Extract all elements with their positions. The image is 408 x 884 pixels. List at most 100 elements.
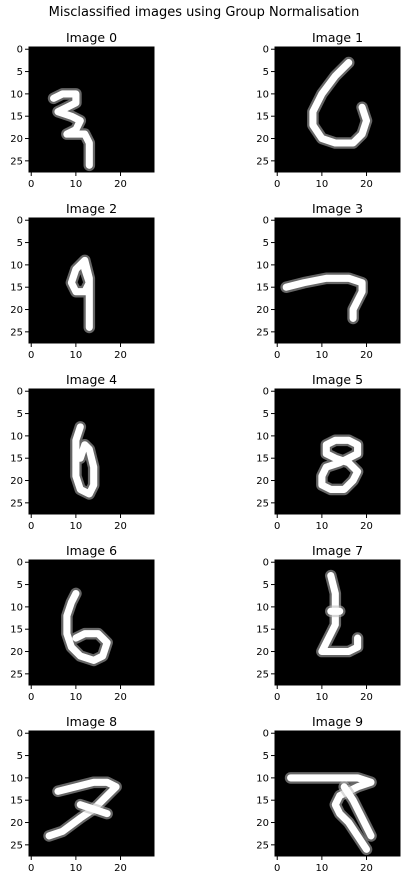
y-tick-label: 25: [10, 840, 23, 851]
x-tick-label: 20: [114, 692, 127, 703]
x-tick-label: 10: [316, 692, 329, 703]
y-tick-label: 15: [256, 454, 269, 465]
y-tick-label: 25: [256, 156, 269, 167]
y-tick-label: 20: [10, 647, 23, 658]
digit-stroke: [318, 436, 362, 493]
panel-9: Image 9 0 10 20 0 5 10 15 20 25: [256, 714, 401, 874]
y-tick-label: 20: [256, 818, 269, 829]
digit-stroke: [45, 778, 120, 840]
x-tick-label: 0: [28, 692, 34, 703]
y-tick-label: 5: [17, 751, 23, 762]
y-tick-label: 25: [256, 840, 269, 851]
y-tick-label: 0: [263, 45, 269, 56]
y-tick-label: 25: [256, 498, 269, 509]
y-tick-label: 5: [263, 580, 269, 591]
axes-frame: [28, 388, 155, 515]
axes-frame: [28, 46, 155, 173]
image-background: [275, 389, 400, 514]
y-tick-label: 5: [263, 409, 269, 420]
y-tick-label: 25: [10, 156, 23, 167]
y-tick-label: 20: [10, 476, 23, 487]
digit-stroke: [63, 589, 111, 664]
y-tick-label: 15: [10, 796, 23, 807]
y-tick-label: 10: [10, 602, 23, 613]
panel-title: Image 8: [66, 714, 117, 729]
panel-5: Image 5 0 10 20 0 5 10 15 20 25: [256, 372, 401, 532]
y-tick-label: 10: [256, 773, 269, 784]
y-tick-label: 20: [10, 818, 23, 829]
x-tick-label: 20: [360, 863, 373, 874]
x-tick-label: 20: [114, 863, 127, 874]
y-tick-label: 10: [256, 260, 269, 271]
panel-1: Image 1 0 10 20 0 5 10 15 20 25: [256, 30, 401, 190]
y-tick-label: 20: [10, 305, 23, 316]
digit-stroke: [76, 801, 111, 818]
panel-title: Image 0: [66, 30, 117, 45]
digit-stroke: [318, 572, 362, 656]
panel-title: Image 1: [312, 30, 363, 45]
y-tick-label: 10: [256, 89, 269, 100]
y-tick-label: 0: [17, 45, 23, 56]
x-tick-label: 0: [28, 179, 34, 190]
x-tick-label: 0: [274, 350, 280, 361]
x-tick-label: 10: [70, 350, 83, 361]
panel-8: Image 8 0 10 20 0 5 10 15 20 25: [10, 714, 155, 874]
x-tick-label: 0: [274, 179, 280, 190]
axes-frame: [274, 559, 401, 686]
y-tick-label: 10: [10, 773, 23, 784]
digit-stroke: [72, 423, 98, 498]
y-tick-label: 25: [10, 669, 23, 680]
y-tick-label: 15: [10, 625, 23, 636]
axes-frame: [274, 730, 401, 857]
y-tick-label: 15: [256, 112, 269, 123]
x-tick-label: 20: [114, 179, 127, 190]
digit-stroke: [50, 90, 93, 169]
panel-title: Image 2: [66, 201, 117, 216]
y-tick-label: 15: [256, 283, 269, 294]
panel-title: Image 7: [312, 543, 363, 558]
y-tick-label: 5: [17, 580, 23, 591]
y-tick-label: 15: [256, 796, 269, 807]
y-tick-label: 5: [17, 238, 23, 249]
y-tick-label: 20: [256, 134, 269, 145]
x-tick-label: 20: [114, 521, 127, 532]
axes-frame: [28, 217, 155, 344]
y-tick-label: 10: [10, 89, 23, 100]
y-tick-label: 15: [10, 283, 23, 294]
figure-title: Misclassified images using Group Normali…: [48, 5, 360, 20]
y-tick-label: 0: [263, 558, 269, 569]
y-tick-label: 0: [17, 387, 23, 398]
axes-frame: [274, 217, 401, 344]
x-tick-label: 20: [360, 179, 373, 190]
panel-6: Image 6 0 10 20 0 5 10 15 20 25: [10, 543, 155, 703]
y-tick-label: 0: [17, 558, 23, 569]
y-tick-label: 20: [256, 647, 269, 658]
panel-2: Image 2 0 10 20 0 5 10 15 20 25: [10, 201, 155, 361]
axes-frame: [274, 46, 401, 173]
x-tick-label: 10: [70, 863, 83, 874]
y-tick-label: 15: [10, 454, 23, 465]
image-background: [29, 560, 154, 685]
y-tick-label: 10: [10, 431, 23, 442]
y-tick-label: 20: [10, 134, 23, 145]
y-tick-label: 25: [10, 327, 23, 338]
x-tick-label: 0: [28, 521, 34, 532]
axes-frame: [28, 730, 155, 857]
panel-3: Image 3 0 10 20 0 5 10 15 20 25: [256, 201, 401, 361]
y-tick-label: 0: [263, 729, 269, 740]
x-tick-label: 20: [360, 692, 373, 703]
digit-stroke: [282, 274, 366, 322]
panel-title: Image 9: [312, 714, 363, 729]
x-tick-label: 0: [28, 863, 34, 874]
y-tick-label: 10: [256, 431, 269, 442]
y-tick-label: 20: [256, 305, 269, 316]
x-tick-label: 10: [70, 692, 83, 703]
x-tick-label: 10: [316, 863, 329, 874]
y-tick-label: 10: [256, 602, 269, 613]
y-tick-label: 0: [17, 216, 23, 227]
panel-7: Image 7 0 10 20 0 5 10 15 20 25: [256, 543, 401, 703]
x-tick-label: 10: [316, 350, 329, 361]
digit-stroke: [340, 783, 375, 840]
panel-title: Image 5: [312, 372, 363, 387]
